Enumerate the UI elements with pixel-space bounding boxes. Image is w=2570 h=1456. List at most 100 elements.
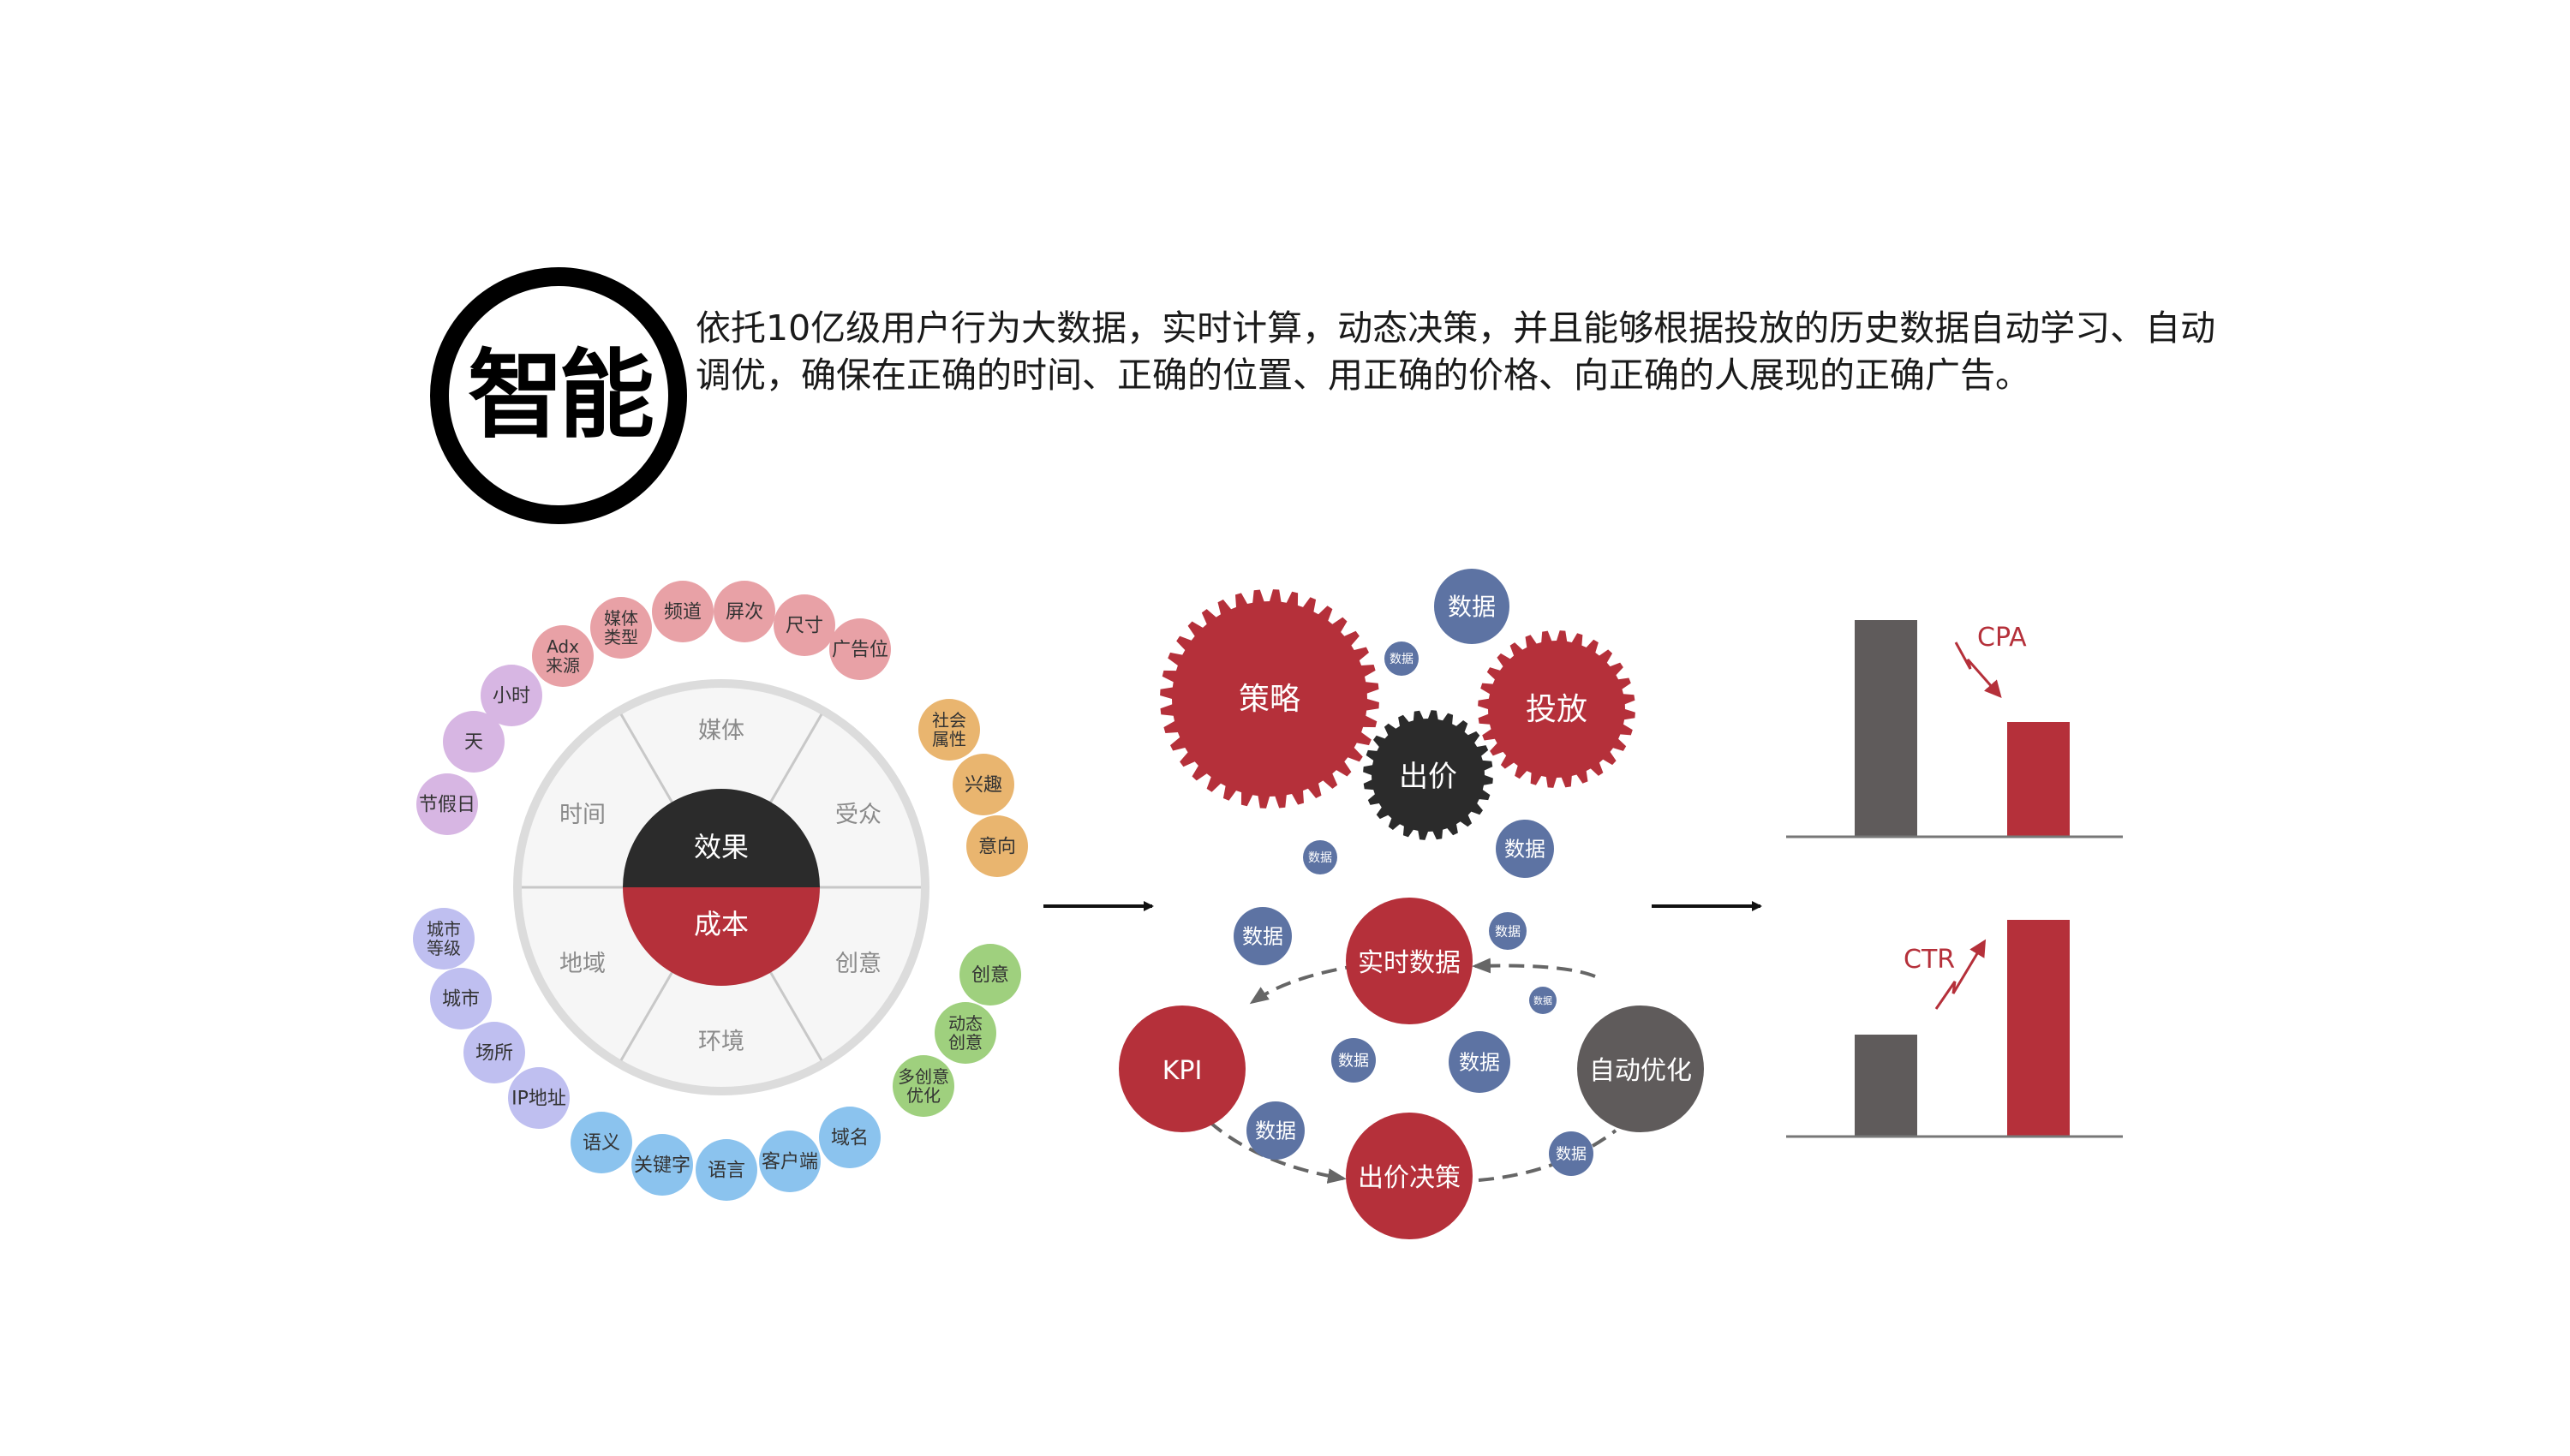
satellite-region-0: 城市等级	[413, 908, 475, 970]
satellite-environment-0-circle	[571, 1112, 632, 1173]
satellite-media-3: 屏次	[714, 581, 775, 642]
gear-data-bubble-1-label: 数据	[1390, 653, 1414, 666]
satellite-environment-3: 客户端	[759, 1131, 821, 1192]
satellite-media-2-label: 频道	[664, 602, 702, 624]
satellite-time-0-label: 小时	[493, 686, 530, 707]
gear-strategy-label: 策略	[1239, 682, 1300, 717]
cycle-data-bubble-3-circle	[1331, 1038, 1376, 1083]
satellite-time-2-circle	[416, 773, 478, 835]
satellite-region-1-circle	[430, 968, 492, 1029]
satellite-audience-2: 意向	[966, 815, 1028, 877]
node-auto-optimize	[1577, 1005, 1704, 1132]
cycle-data-bubble-2-circle	[1529, 987, 1557, 1014]
effect-half	[623, 789, 820, 887]
satellite-region-3-circle	[508, 1067, 570, 1129]
satellite-environment-2-label: 语言	[708, 1161, 745, 1182]
cycle-data-bubble-1-circle	[1489, 912, 1527, 950]
cpa-down-arrow	[1954, 641, 2002, 699]
segment-creative: 创意	[835, 951, 882, 977]
satellite-audience-1: 兴趣	[953, 754, 1014, 815]
satellite-time-2: 节假日	[416, 773, 478, 835]
satellite-region-1: 城市	[430, 968, 492, 1029]
segment-environment: 环境	[698, 1029, 744, 1055]
satellite-region-1-label: 城市	[442, 989, 480, 1011]
gear-data-bubble-3-circle	[1496, 820, 1554, 878]
node-realtime-data	[1346, 898, 1473, 1024]
center-cost: 成本	[694, 908, 749, 940]
ctr-bar-0	[1855, 1035, 1917, 1137]
cycle-data-bubble-3: 数据	[1331, 1038, 1376, 1083]
node-kpi	[1119, 1005, 1246, 1132]
satellite-media-1-label: 媒体类型	[604, 608, 638, 647]
satellite-environment-4: 域名	[819, 1107, 881, 1168]
satellite-environment-3-circle	[759, 1131, 821, 1192]
satellite-environment-2: 语言	[696, 1139, 757, 1201]
satellite-audience-0-circle	[918, 699, 980, 761]
gear-data-bubble-2: 数据	[1303, 840, 1337, 874]
gear-data-bubble-3-label: 数据	[1504, 837, 1545, 861]
satellite-media-5-label: 广告位	[832, 640, 888, 661]
satellite-media-4: 尺寸	[774, 594, 835, 656]
satellite-environment-3-label: 客户端	[762, 1152, 818, 1173]
cycle-data-bubble-1-label: 数据	[1495, 923, 1521, 939]
gear-data-bubble-0: 数据	[1434, 569, 1509, 644]
cycle-data-bubble-0: 数据	[1234, 907, 1292, 965]
satellite-region-2-circle	[463, 1022, 525, 1083]
satellite-region-3-label: IP地址	[511, 1089, 566, 1110]
cpa-bar-1	[2007, 722, 2070, 837]
satellite-media-1-circle	[590, 597, 652, 659]
satellite-audience-1-label: 兴趣	[965, 775, 1002, 797]
satellite-creative-2: 多创意优化	[893, 1055, 954, 1117]
satellite-media-2: 频道	[652, 581, 714, 642]
satellite-media-2-circle	[652, 581, 714, 642]
cycle-data-bubble-6-label: 数据	[1556, 1145, 1587, 1163]
satellite-audience-0-label: 社会属性	[932, 710, 966, 749]
cpa-label: CPA	[1977, 623, 2027, 653]
satellite-creative-0-circle	[959, 944, 1021, 1005]
bid-decision-label: 出价决策	[1358, 1163, 1461, 1193]
satellite-creative-0-label: 创意	[971, 965, 1009, 987]
satellite-media-4-circle	[774, 594, 835, 656]
satellite-audience-1-circle	[953, 754, 1014, 815]
cpa-bar-0	[1855, 620, 1917, 837]
cycle-data-bubble-5-circle	[1246, 1101, 1305, 1160]
satellite-creative-2-circle	[893, 1055, 954, 1117]
gear-data-bubble-0-label: 数据	[1448, 593, 1496, 621]
gear-data-bubble-1-circle	[1384, 641, 1419, 676]
results-charts: CPA CTR	[1786, 620, 2123, 1138]
satellite-environment-0: 语义	[571, 1112, 632, 1173]
satellite-media-0-label: Adx 来源	[546, 636, 580, 676]
satellite-creative-0: 创意	[959, 944, 1021, 1005]
satellite-environment-4-label: 域名	[831, 1128, 869, 1149]
satellite-audience-0: 社会属性	[918, 699, 980, 761]
realtime-data-label: 实时数据	[1358, 948, 1461, 978]
satellite-region-0-circle	[413, 908, 475, 970]
satellite-time-0: 小时	[481, 665, 542, 726]
gear-data-bubble-3: 数据	[1496, 820, 1554, 878]
cycle-data-bubble-5: 数据	[1246, 1101, 1305, 1160]
satellite-media-4-label: 尺寸	[786, 616, 823, 637]
ctr-bar-1	[2007, 920, 2070, 1137]
cycle-data-bubble-6-circle	[1549, 1131, 1593, 1176]
satellite-time-1: 天	[443, 711, 505, 773]
cycle-data-bubble-6: 数据	[1549, 1131, 1593, 1176]
segment-time: 时间	[559, 802, 606, 828]
satellite-time-1-label: 天	[464, 732, 483, 754]
ctr-up-arrow	[1934, 939, 1987, 1010]
satellite-region-3: IP地址	[508, 1067, 570, 1129]
satellite-region-2: 场所	[463, 1022, 525, 1083]
cycle-data-bubble-4-circle	[1449, 1031, 1510, 1093]
satellite-media-0: Adx 来源	[532, 625, 594, 687]
satellite-audience-2-label: 意向	[978, 837, 1016, 858]
satellite-environment-1: 关键字	[631, 1134, 693, 1196]
intro-description: 依托10亿级用户行为大数据，实时计算，动态决策，并且能够根据投放的历史数据自动学…	[696, 307, 2216, 396]
gear-data-bubble-1: 数据	[1384, 641, 1419, 676]
satellite-environment-0-label: 语义	[583, 1133, 620, 1155]
cycle-data-bubble-4: 数据	[1449, 1031, 1510, 1093]
satellite-environment-1-label: 关键字	[634, 1155, 690, 1177]
badge-text: 智能	[468, 340, 654, 451]
satellite-region-2-label: 场所	[475, 1043, 513, 1065]
cycle-data-bubble-1: 数据	[1489, 912, 1527, 950]
satellite-time-2-label: 节假日	[419, 795, 475, 816]
